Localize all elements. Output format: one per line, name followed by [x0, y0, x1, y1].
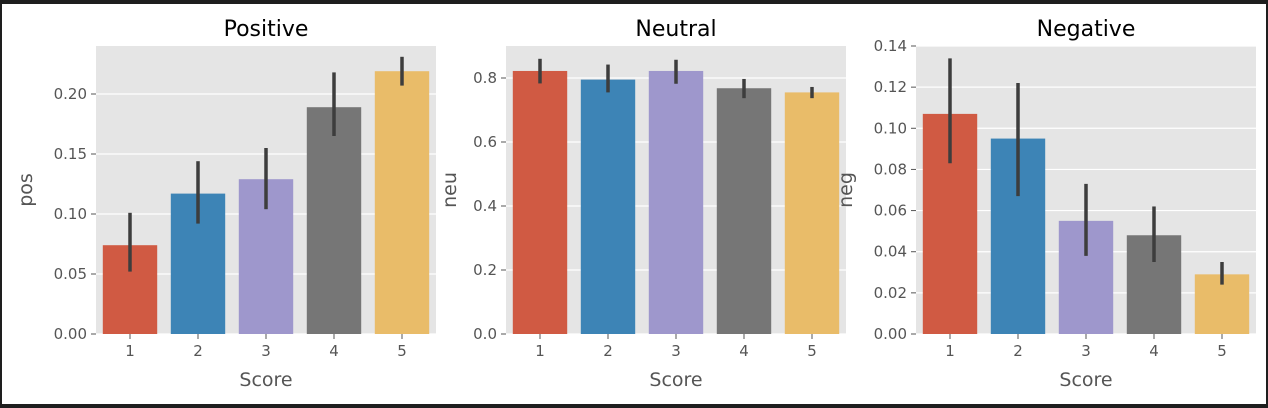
x-tick-label: 3	[1081, 342, 1091, 360]
x-tick-label: 5	[807, 342, 817, 360]
x-axis-label: Score	[649, 369, 702, 391]
subplot-2: 0.0 0.2 0.4 0.6 0.8 1 2 3 4 5 Neutral Score neu	[439, 17, 846, 391]
x-tick-label: 5	[1217, 342, 1227, 360]
bar-5	[784, 92, 840, 335]
x-tick-label: 3	[671, 342, 681, 360]
y-tick-label: 0.0	[473, 325, 497, 343]
bar-3	[648, 70, 704, 335]
x-tick-label: 1	[535, 342, 545, 360]
x-tick-label: 5	[397, 342, 407, 360]
y-tick-label: 0.08	[874, 160, 907, 178]
y-tick-label: 0.00	[54, 325, 87, 343]
x-tick-label: 4	[739, 342, 749, 360]
y-tick-label: 0.04	[874, 243, 907, 261]
y-axis-label: neu	[439, 172, 461, 208]
y-tick-label: 0.10	[54, 205, 87, 223]
x-tick-label: 3	[261, 342, 271, 360]
y-axis-label: neg	[835, 172, 857, 208]
y-tick-label: 0.14	[874, 37, 907, 55]
x-tick-label: 4	[329, 342, 339, 360]
bar-2	[580, 79, 636, 334]
y-tick-label: 0.15	[54, 145, 87, 163]
y-tick-label: 0.00	[874, 325, 907, 343]
x-axis-label: Score	[239, 369, 292, 391]
y-tick-label: 0.2	[473, 261, 497, 279]
y-tick-label: 0.02	[874, 284, 907, 302]
y-tick-label: 0.12	[874, 78, 907, 96]
bar-1	[512, 70, 568, 335]
y-tick-label: 0.06	[874, 202, 907, 220]
y-tick-label: 0.20	[54, 85, 87, 103]
x-tick-label: 1	[945, 342, 955, 360]
chart-title: Negative	[1037, 17, 1136, 42]
x-tick-label: 1	[125, 342, 135, 360]
y-axis-label: pos	[15, 173, 37, 207]
x-tick-label: 2	[1013, 342, 1023, 360]
y-tick-label: 0.6	[473, 133, 497, 151]
y-tick-label: 0.4	[473, 197, 497, 215]
chart-figure: 0.000.050.100.150.201 2 3 4 5PositiveScorepo…	[15, 17, 1256, 391]
x-axis-label: Score	[1059, 369, 1112, 391]
x-tick-label: 2	[603, 342, 613, 360]
bar-5	[374, 71, 430, 334]
x-tick-label: 4	[1149, 342, 1159, 360]
y-tick-label: 0.10	[874, 119, 907, 137]
subplot-3: 0.00 0.02 0.04 0.06 0.08 0.10 0.12 0.14 1 2 3 4 5 Neg…	[835, 17, 1256, 391]
subplot-1: 0.00 0.05 0.10 0.15 0.20 1 2 3 4 5 Positive Score po…	[15, 17, 436, 391]
bar-4	[306, 107, 362, 334]
y-tick-label: 0.05	[54, 265, 87, 283]
bar-4	[716, 88, 772, 335]
chart-title: Neutral	[635, 17, 716, 42]
y-tick-label: 0.8	[473, 69, 497, 87]
chart-title: Positive	[224, 17, 309, 42]
figure: 0.00 0.05 0.10 0.15 0.20 1 2 3 4 5 Positive Score po…	[2, 4, 1266, 404]
x-tick-label: 2	[193, 342, 203, 360]
